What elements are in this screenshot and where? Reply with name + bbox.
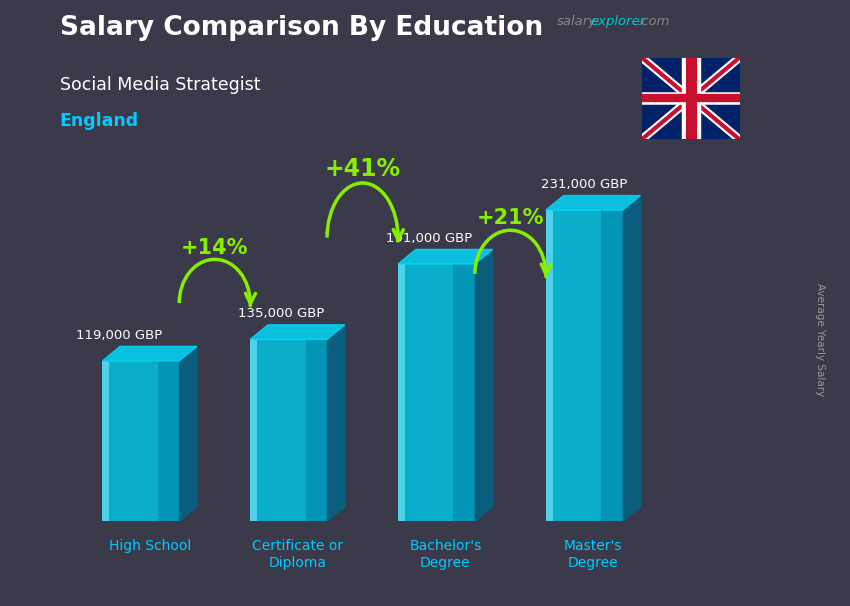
- Polygon shape: [250, 325, 345, 339]
- Bar: [305, 339, 327, 521]
- Polygon shape: [623, 196, 640, 521]
- Bar: [102, 361, 110, 521]
- Bar: [546, 210, 623, 521]
- Polygon shape: [398, 250, 493, 264]
- Bar: [601, 210, 623, 521]
- Text: explorer: explorer: [591, 15, 646, 28]
- Bar: [453, 264, 475, 521]
- Bar: [158, 361, 179, 521]
- Text: Certificate or
Diploma: Certificate or Diploma: [252, 539, 343, 570]
- Bar: [398, 264, 405, 521]
- Bar: [546, 210, 552, 521]
- Polygon shape: [102, 347, 197, 361]
- Text: Salary Comparison By Education: Salary Comparison By Education: [60, 15, 542, 41]
- Text: Bachelor's
Degree: Bachelor's Degree: [409, 539, 481, 570]
- Text: Social Media Strategist: Social Media Strategist: [60, 76, 260, 94]
- Polygon shape: [546, 196, 640, 210]
- Text: +14%: +14%: [181, 238, 248, 258]
- Bar: [398, 264, 475, 521]
- Polygon shape: [475, 250, 493, 521]
- Text: salary: salary: [557, 15, 597, 28]
- Bar: [250, 339, 257, 521]
- Text: High School: High School: [109, 539, 190, 553]
- Bar: [250, 339, 327, 521]
- Bar: [102, 361, 179, 521]
- Text: +41%: +41%: [325, 157, 400, 181]
- Text: England: England: [60, 112, 139, 130]
- Text: Average Yearly Salary: Average Yearly Salary: [815, 283, 825, 396]
- Polygon shape: [327, 325, 345, 521]
- Text: 231,000 GBP: 231,000 GBP: [541, 178, 627, 191]
- Text: .com: .com: [638, 15, 670, 28]
- Text: Master's
Degree: Master's Degree: [564, 539, 622, 570]
- Text: 191,000 GBP: 191,000 GBP: [386, 232, 473, 245]
- Text: 135,000 GBP: 135,000 GBP: [238, 307, 325, 321]
- Text: +21%: +21%: [477, 208, 544, 228]
- Text: 119,000 GBP: 119,000 GBP: [76, 329, 162, 342]
- Polygon shape: [179, 347, 197, 521]
